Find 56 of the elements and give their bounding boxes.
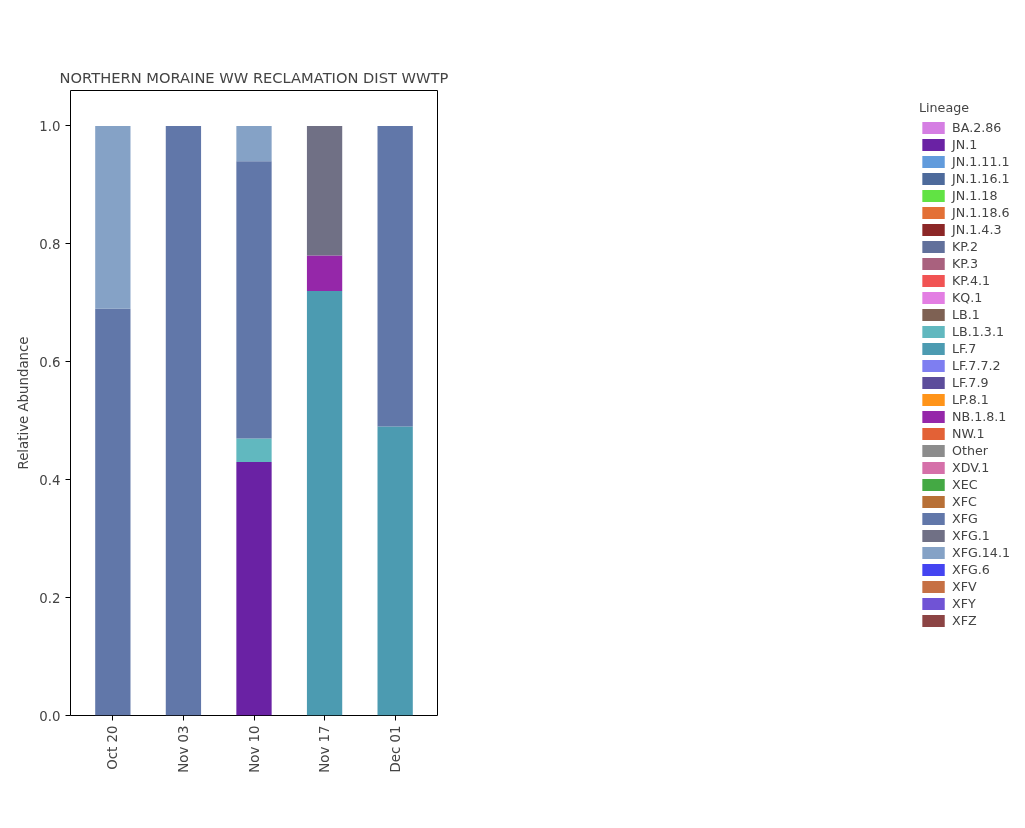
- legend-label: Other: [952, 443, 988, 458]
- legend-label: XEC: [952, 477, 978, 492]
- y-tick-label: 0.6: [39, 354, 61, 370]
- legend-label: LP.8.1: [952, 392, 989, 407]
- legend-label: KP.3: [952, 256, 979, 271]
- x-tick-label: Dec 01: [387, 725, 403, 773]
- x-tick-label: Nov 10: [246, 725, 262, 773]
- legend-label: XFC: [952, 494, 977, 509]
- legend-label: LF.7.7.2: [952, 358, 1001, 373]
- legend-label: LF.7: [952, 341, 977, 356]
- y-tick-label: 0.4: [39, 472, 61, 488]
- legend-label: XFZ: [952, 613, 977, 628]
- legend-label: XDV.1: [952, 460, 990, 475]
- x-tick-label: Nov 03: [175, 725, 191, 773]
- legend-label: JN.1: [952, 137, 978, 152]
- chart-title: NORTHERN MORAINE WW RECLAMATION DIST WWTP: [59, 68, 449, 86]
- y-tick-label: 1.0: [39, 118, 61, 134]
- y-axis-title: Relative Abundance: [16, 336, 32, 470]
- bar: [377, 125, 413, 427]
- legend-label: JN.1.18: [952, 188, 998, 203]
- legend-label: XFG: [952, 511, 978, 526]
- bar: [236, 461, 272, 716]
- bar: [236, 161, 272, 439]
- legend-label: JN.1.18.6: [952, 205, 1010, 220]
- bar: [377, 426, 413, 716]
- legend-label: XFV: [952, 579, 977, 594]
- bar: [165, 125, 202, 716]
- legend-label: LB.1: [952, 307, 980, 322]
- bar: [95, 308, 131, 716]
- bar: [306, 125, 343, 256]
- legend-label: JN.1.11.1: [952, 154, 1010, 169]
- y-tick-label: 0.0: [39, 708, 61, 724]
- legend-label: BA.2.86: [952, 120, 1002, 135]
- legend-label: NB.1.8.1: [952, 409, 1007, 424]
- legend-label: XFG.6: [952, 562, 990, 577]
- legend-title: Lineage: [919, 100, 970, 115]
- legend-label: KP.4.1: [952, 273, 991, 288]
- bar: [236, 125, 272, 162]
- bar: [306, 255, 343, 291]
- legend-label: LF.7.9: [952, 375, 989, 390]
- bar: [95, 125, 131, 309]
- legend-label: XFG.1: [952, 528, 990, 543]
- legend-label: JN.1.16.1: [952, 171, 1010, 186]
- legend-label: JN.1.4.3: [952, 222, 1002, 237]
- legend-label: XFG.14.1: [952, 545, 1010, 560]
- legend-label: XFY: [952, 596, 976, 611]
- legend-label: KP.2: [952, 239, 979, 254]
- bar: [236, 438, 272, 462]
- legend-label: LB.1.3.1: [952, 324, 1004, 339]
- x-tick-label: Nov 17: [317, 725, 333, 773]
- y-tick-label: 0.8: [39, 236, 61, 252]
- legend-label: KQ.1: [952, 290, 983, 305]
- x-tick-label: Oct 20: [105, 725, 121, 770]
- y-tick-label: 0.2: [39, 590, 61, 606]
- bar: [306, 290, 343, 716]
- legend-label: NW.1: [952, 426, 985, 441]
